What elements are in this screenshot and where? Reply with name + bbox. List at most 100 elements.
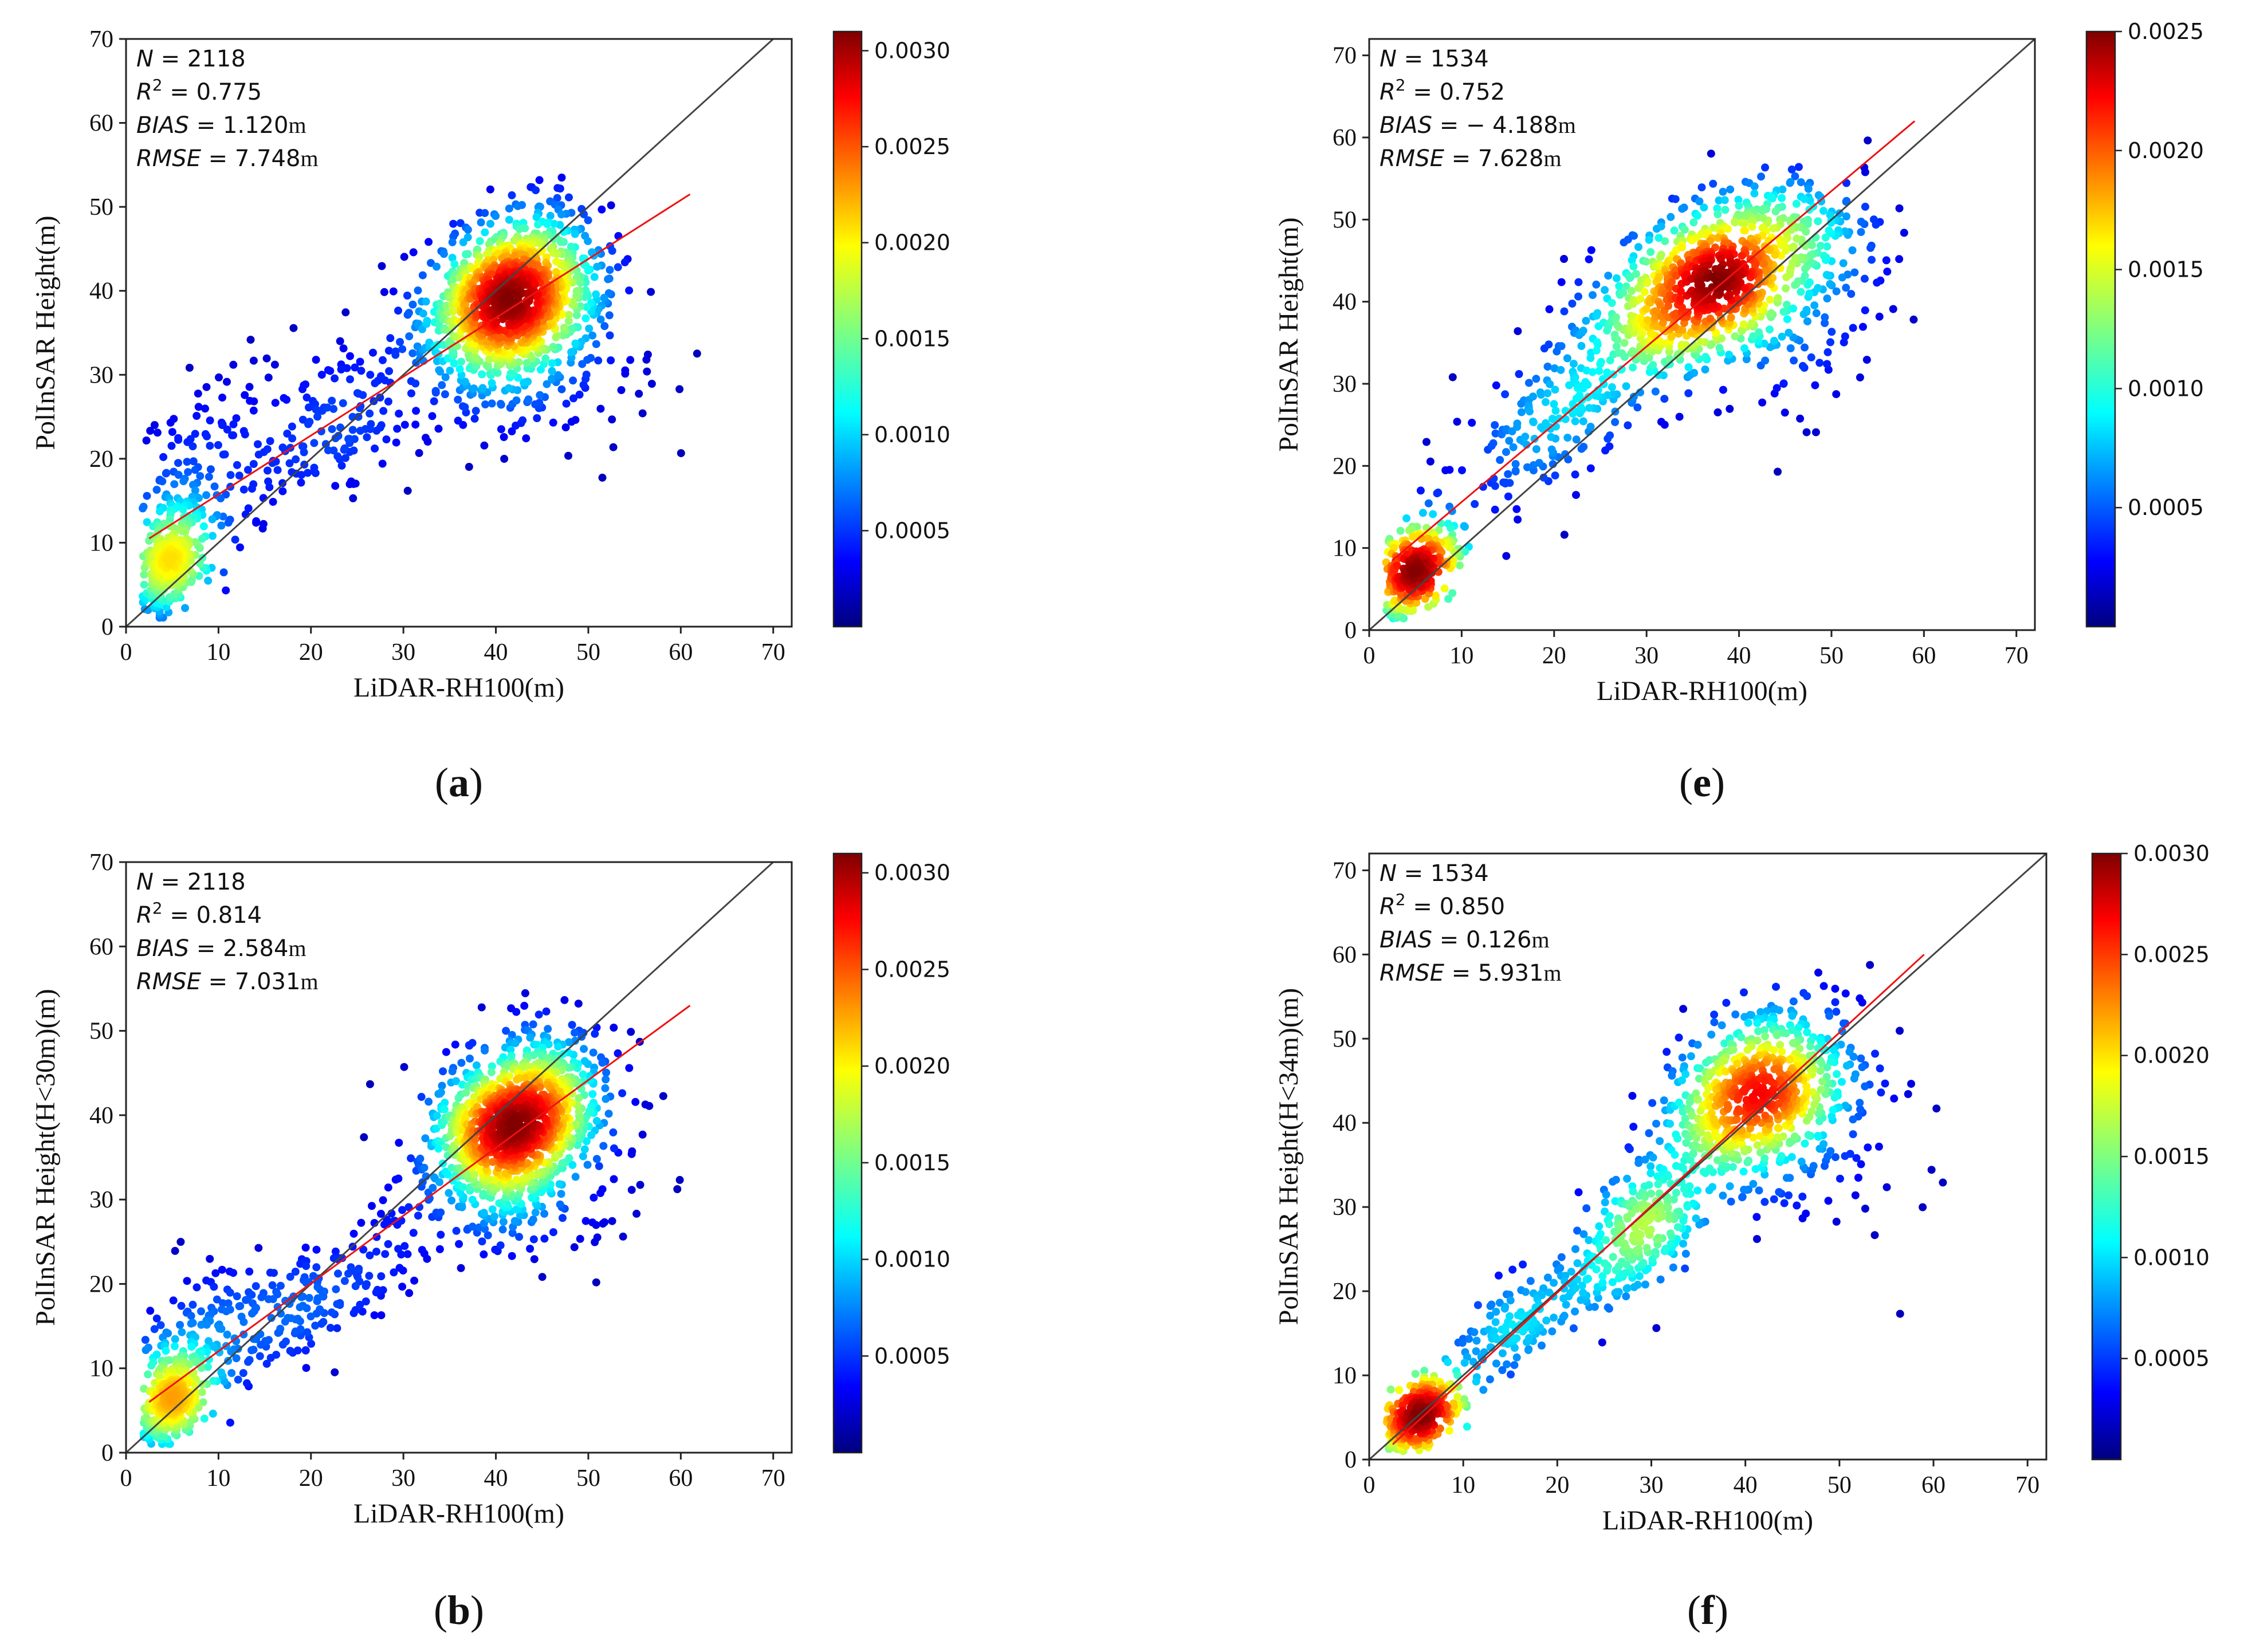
data-point	[1684, 363, 1693, 371]
data-point	[585, 324, 594, 333]
data-point	[356, 357, 364, 366]
data-point	[400, 420, 409, 429]
plot-area-e	[1369, 39, 2035, 630]
data-point	[592, 290, 600, 298]
data-point	[1668, 331, 1676, 340]
data-point	[607, 201, 615, 210]
data-point	[1677, 341, 1686, 349]
data-point	[403, 292, 411, 300]
data-point	[435, 1245, 444, 1253]
data-point	[570, 1243, 579, 1252]
data-point	[1715, 196, 1723, 204]
data-point	[581, 314, 590, 322]
data-point	[529, 1235, 538, 1244]
data-point	[232, 414, 241, 423]
data-point	[1579, 327, 1587, 335]
data-point	[1726, 185, 1735, 194]
data-point	[529, 1020, 537, 1029]
colorbar	[832, 30, 863, 628]
data-point	[380, 288, 388, 296]
data-point	[377, 1311, 386, 1320]
data-point	[1585, 255, 1593, 263]
data-point	[285, 459, 294, 467]
data-point	[548, 359, 556, 368]
data-point	[226, 471, 235, 479]
data-point	[356, 427, 364, 435]
data-point	[305, 403, 313, 412]
data-point	[534, 1169, 542, 1178]
data-point	[1581, 377, 1590, 386]
data-point	[544, 1025, 552, 1033]
data-point	[1794, 163, 1803, 171]
data-point	[336, 337, 344, 345]
data-point	[241, 430, 249, 439]
data-point	[166, 418, 175, 427]
data-point	[1810, 301, 1819, 310]
data-point	[572, 292, 581, 300]
data-point	[143, 491, 151, 500]
data-point	[1720, 304, 1728, 313]
data-point	[222, 1307, 230, 1316]
data-point	[607, 356, 615, 365]
data-point	[489, 1158, 497, 1166]
data-point	[439, 250, 448, 258]
data-point	[1781, 408, 1789, 417]
data-point	[468, 1195, 477, 1204]
data-point	[1825, 226, 1833, 235]
data-point	[195, 572, 203, 580]
data-point	[1491, 429, 1500, 438]
data-point	[565, 193, 573, 202]
data-point	[458, 402, 467, 411]
panel-b: 0 10 20 30 40 50 60 70010203040506070LiDAR-RH10…	[30, 849, 950, 1633]
data-point	[1787, 243, 1796, 252]
data-point	[620, 258, 629, 266]
data-point	[1471, 499, 1479, 508]
x-tick-label: 30	[391, 639, 415, 666]
data-point	[152, 1314, 161, 1323]
data-point	[458, 1201, 466, 1210]
x-tick-label: 20	[1542, 643, 1566, 669]
data-point	[492, 212, 500, 221]
data-point	[305, 418, 314, 426]
data-point	[192, 412, 201, 420]
axes-frame	[1368, 38, 2036, 631]
data-point	[398, 345, 407, 353]
data-point	[568, 1021, 576, 1029]
data-point	[259, 520, 268, 528]
data-point	[1633, 403, 1642, 412]
plot-area-a	[126, 39, 774, 627]
data-point	[206, 416, 214, 424]
data-point	[588, 331, 597, 340]
data-point	[581, 1217, 590, 1225]
data-point	[486, 219, 494, 228]
data-point	[1511, 466, 1520, 475]
data-point	[476, 1166, 485, 1174]
stat-rmse: RMSE = 7.628m	[1380, 145, 1562, 172]
data-point	[1823, 360, 1832, 368]
data-point	[1731, 332, 1739, 341]
y-tick-label: 60	[1333, 125, 1357, 151]
data-point	[675, 1175, 684, 1184]
data-point	[1586, 464, 1595, 473]
identity-line	[126, 39, 774, 627]
data-point	[188, 1300, 197, 1309]
data-point	[1514, 327, 1522, 336]
data-point	[1642, 257, 1650, 266]
data-point	[319, 1317, 328, 1326]
data-point	[643, 367, 651, 376]
data-point	[478, 370, 486, 379]
data-point	[403, 486, 412, 495]
data-point	[522, 359, 531, 367]
data-point	[455, 1240, 463, 1248]
data-point	[1768, 194, 1777, 203]
data-point	[529, 1216, 537, 1224]
data-point	[167, 556, 176, 564]
data-point	[202, 491, 211, 499]
data-point	[1861, 202, 1869, 211]
stat-n: N = 1534	[1380, 46, 1489, 72]
data-point	[433, 1111, 441, 1120]
data-point	[1786, 264, 1795, 273]
data-point	[1532, 375, 1540, 383]
data-point	[1640, 288, 1649, 296]
